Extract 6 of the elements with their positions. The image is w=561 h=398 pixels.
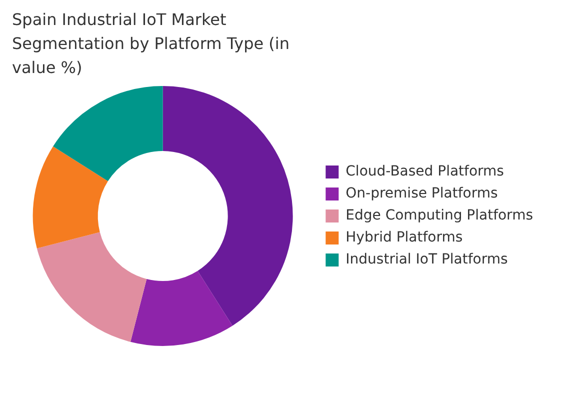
legend-label: Industrial IoT Platforms [346, 252, 508, 268]
legend-label: Edge Computing Platforms [346, 208, 534, 224]
legend-label: Cloud-Based Platforms [346, 164, 504, 180]
chart-title: Spain Industrial IoT Market Segmentation by Platform Type (in value %) [12, 9, 290, 79]
legend-label: On-premise Platforms [346, 186, 498, 202]
legend-label: Hybrid Platforms [346, 230, 463, 246]
